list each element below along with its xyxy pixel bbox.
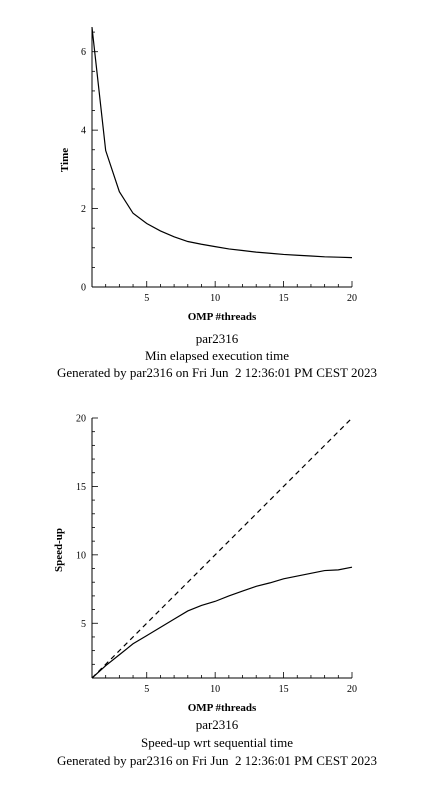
speedup-x-tick-label: 5	[144, 684, 149, 695]
time-y-tick-label: 6	[81, 47, 86, 58]
time-x-tick-label: 15	[279, 293, 289, 304]
speedup-x-tick-label: 10	[210, 684, 220, 695]
speedup-y-tick-label: 20	[76, 414, 86, 425]
time-chart-ylabel: Time	[59, 148, 71, 172]
speedup-x-tick-label: 15	[279, 684, 289, 695]
time-chart-xlabel: OMP #threads	[188, 311, 257, 323]
speedup-chart-caption-3: Generated by par2316 on Fri Jun 2 12:36:…	[56, 753, 378, 768]
speedup-chart-caption-2: Speed-up wrt sequential time	[141, 735, 293, 750]
time-y-tick-label: 0	[81, 283, 86, 294]
speedup-chart-caption-1: par2316	[195, 717, 239, 732]
time-chart-axes: 5 10 15 20 0 2 4 6	[81, 27, 357, 304]
time-chart-series	[91, 27, 353, 259]
time-chart: 5 10 15 20 0 2 4 6 OMP #threads Time	[59, 27, 357, 323]
speedup-chart-axes: 5 10 15 20 5 10 15 20	[76, 414, 357, 696]
speedup-chart-series	[91, 417, 353, 679]
time-series-line-measured	[91, 27, 353, 259]
speedup-y-tick-label: 15	[76, 482, 86, 493]
speedup-chart: 5 10 15 20 5 10 15 20 OMP #threads Speed-up	[53, 414, 357, 715]
speedup-chart-xlabel: OMP #threads	[188, 702, 257, 714]
time-x-tick-label: 5	[144, 293, 149, 304]
time-x-tick-label: 10	[210, 293, 220, 304]
speedup-y-tick-label: 10	[76, 550, 86, 561]
speedup-series-line-ideal	[91, 417, 353, 679]
speedup-series-line-measured	[91, 566, 353, 679]
time-chart-caption-1: par2316	[195, 331, 239, 346]
speedup-y-tick-label: 5	[81, 619, 86, 630]
time-chart-caption-3: Generated by par2316 on Fri Jun 2 12:36:…	[56, 365, 378, 380]
time-chart-caption-2: Min elapsed execution time	[144, 348, 290, 363]
time-y-tick-label: 4	[81, 126, 86, 137]
speedup-x-tick-label: 20	[347, 684, 357, 695]
time-x-tick-label: 20	[347, 293, 357, 304]
time-y-tick-label: 2	[81, 204, 86, 215]
speedup-chart-ylabel: Speed-up	[53, 528, 65, 572]
